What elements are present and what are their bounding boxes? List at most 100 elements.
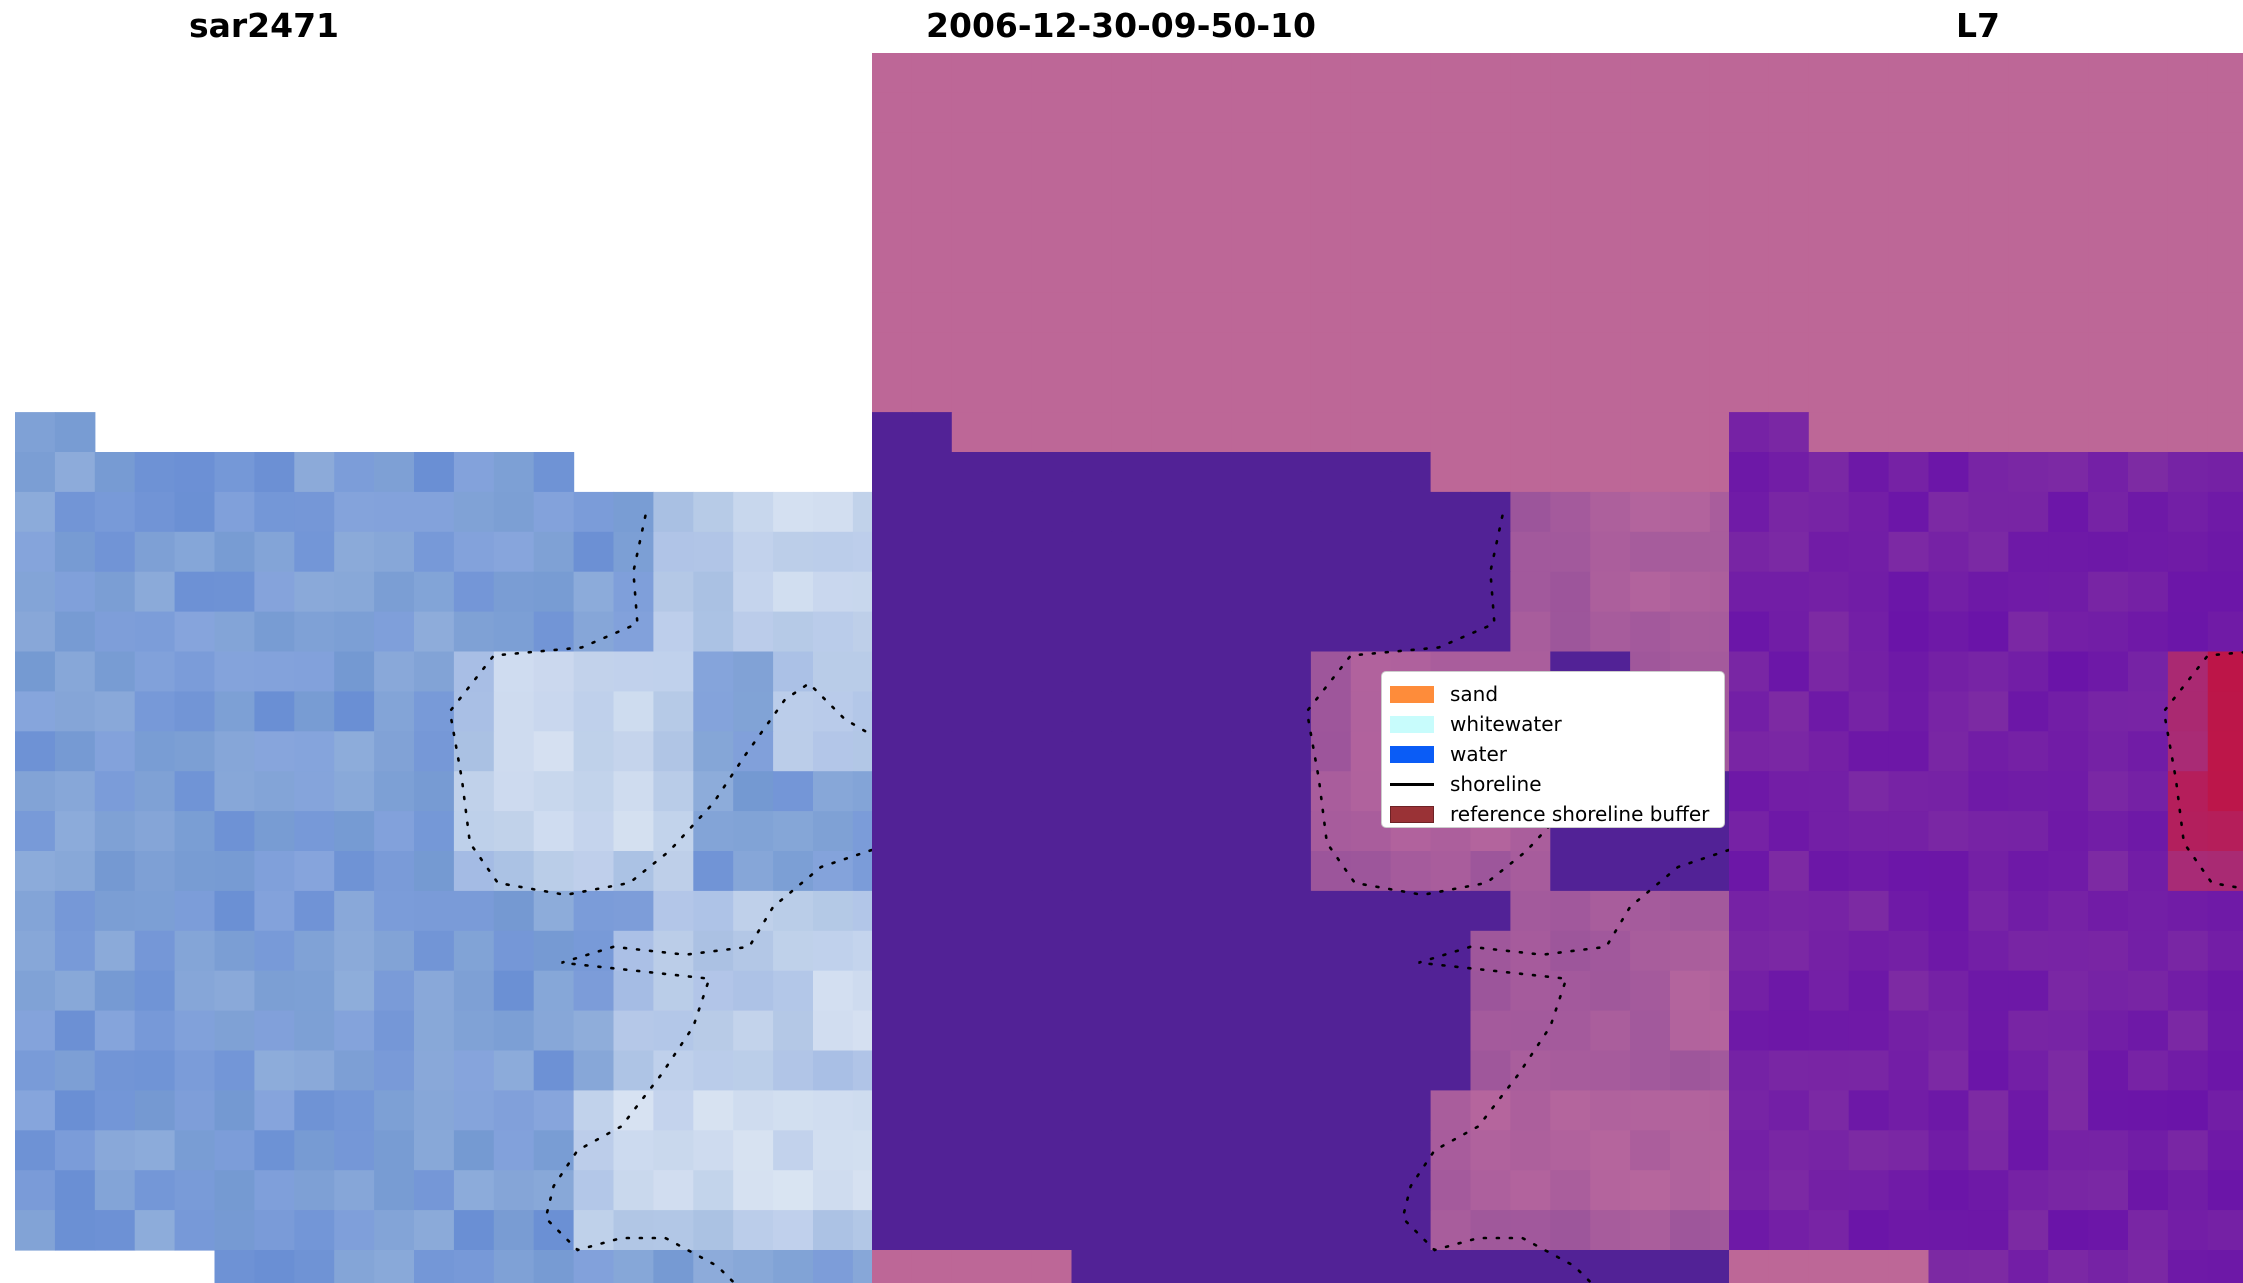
raster-pixel	[15, 1010, 56, 1052]
raster-pixel	[1191, 132, 1232, 174]
raster-pixel	[1729, 890, 1770, 932]
raster-pixel	[1430, 212, 1472, 254]
raster-pixel	[2207, 53, 2243, 94]
raster-pixel	[1768, 412, 1810, 453]
raster-pixel	[414, 970, 455, 1012]
raster-pixel	[1888, 372, 1930, 413]
raster-pixel	[174, 491, 216, 533]
raster-pixel	[773, 611, 814, 653]
raster-pixel	[453, 1010, 495, 1052]
raster-pixel	[254, 1050, 295, 1091]
raster-pixel	[1768, 970, 1810, 1012]
raster-pixel	[1928, 1130, 1969, 1171]
raster-pixel	[1071, 92, 1112, 134]
raster-pixel	[54, 611, 96, 653]
raster-pixel	[1768, 1170, 1810, 1211]
raster-pixel	[1968, 332, 2009, 373]
raster-pixel	[414, 571, 455, 613]
raster-pixel	[94, 890, 136, 932]
raster-pixel	[1470, 172, 1511, 214]
raster-pixel	[573, 1050, 615, 1091]
raster-pixel	[493, 1050, 535, 1091]
raster-pixel	[214, 1090, 255, 1131]
raster-pixel	[174, 452, 216, 493]
raster-pixel	[1350, 212, 1392, 254]
raster-pixel	[1350, 372, 1392, 413]
raster-pixel	[911, 132, 953, 174]
raster-pixel	[1808, 212, 1850, 254]
raster-pixel	[773, 970, 814, 1012]
raster-pixel	[134, 691, 176, 732]
raster-pixel	[15, 970, 56, 1012]
raster-pixel	[693, 531, 734, 573]
raster-pixel	[1888, 1130, 1930, 1171]
raster-pixel	[2008, 132, 2049, 174]
raster-pixel	[1808, 1010, 1850, 1052]
raster-pixel	[1430, 292, 1472, 333]
raster-pixel	[1768, 651, 1810, 692]
raster-pixel	[911, 332, 953, 373]
raster-pixel	[533, 731, 575, 772]
raster-pixel	[1768, 771, 1810, 812]
raster-pixel	[653, 970, 694, 1012]
raster-pixel	[573, 531, 615, 573]
raster-pixel	[453, 890, 495, 932]
raster-pixel	[2048, 332, 2089, 373]
raster-pixel	[533, 1250, 575, 1283]
raster-pixel	[1111, 372, 1152, 413]
raster-pixel	[2008, 651, 2049, 692]
raster-pixel	[1968, 970, 2009, 1012]
raster-pixel	[2048, 930, 2089, 972]
raster-pixel	[453, 1250, 495, 1283]
raster-pixel	[653, 1170, 694, 1211]
raster-pixel	[872, 412, 913, 453]
raster-pixel	[991, 172, 1033, 214]
raster-pixel	[1310, 53, 1352, 94]
raster-pixel	[1768, 92, 1810, 134]
raster-pixel	[1151, 53, 1192, 94]
raster-pixel	[1670, 172, 1711, 214]
raster-pixel	[1630, 92, 1671, 134]
raster-pixel	[294, 491, 335, 533]
raster-pixel	[1111, 292, 1152, 333]
raster-pixel	[2008, 332, 2049, 373]
raster-pixel	[1310, 252, 1352, 293]
raster-pixel	[1630, 292, 1671, 333]
raster-pixel	[2207, 132, 2243, 174]
raster-pixel	[693, 1210, 734, 1251]
raster-pixel	[1729, 970, 1770, 1012]
raster-pixel	[374, 811, 415, 852]
raster-pixel	[1888, 92, 1930, 134]
raster-pixel	[653, 1250, 694, 1283]
raster-pixel	[1390, 292, 1432, 333]
raster-pixel	[1430, 412, 1472, 453]
raster-pixel	[653, 531, 694, 573]
raster-pixel	[2008, 1250, 2049, 1283]
raster-pixel	[15, 412, 56, 453]
raster-pixel	[1848, 731, 1890, 772]
raster-pixel	[493, 1170, 535, 1211]
raster-pixel	[174, 651, 216, 692]
raster-pixel	[1390, 92, 1432, 134]
legend: sand whitewater water shoreline referenc…	[1381, 671, 1725, 828]
raster-pixel	[2128, 292, 2169, 333]
raster-pixel	[2207, 212, 2243, 254]
raster-pixel	[1350, 132, 1392, 174]
raster-pixel	[573, 771, 615, 812]
raster-pixel	[1848, 890, 1890, 932]
shoreline-line-icon	[1390, 782, 1434, 786]
raster-pixel	[813, 811, 854, 852]
raster-pixel	[453, 811, 495, 852]
raster-pixel	[493, 890, 535, 932]
raster-pixel	[414, 1250, 455, 1283]
raster-pixel	[453, 1210, 495, 1251]
raster-pixel	[733, 531, 774, 573]
raster-pixel	[2048, 890, 2089, 932]
raster-pixel	[134, 611, 176, 653]
raster-pixel	[1350, 92, 1392, 134]
raster-pixel	[254, 771, 295, 812]
raster-pixel	[911, 292, 953, 333]
raster-pixel	[2167, 771, 2209, 812]
raster-pixel	[493, 571, 535, 613]
raster-pixel	[2167, 611, 2209, 653]
